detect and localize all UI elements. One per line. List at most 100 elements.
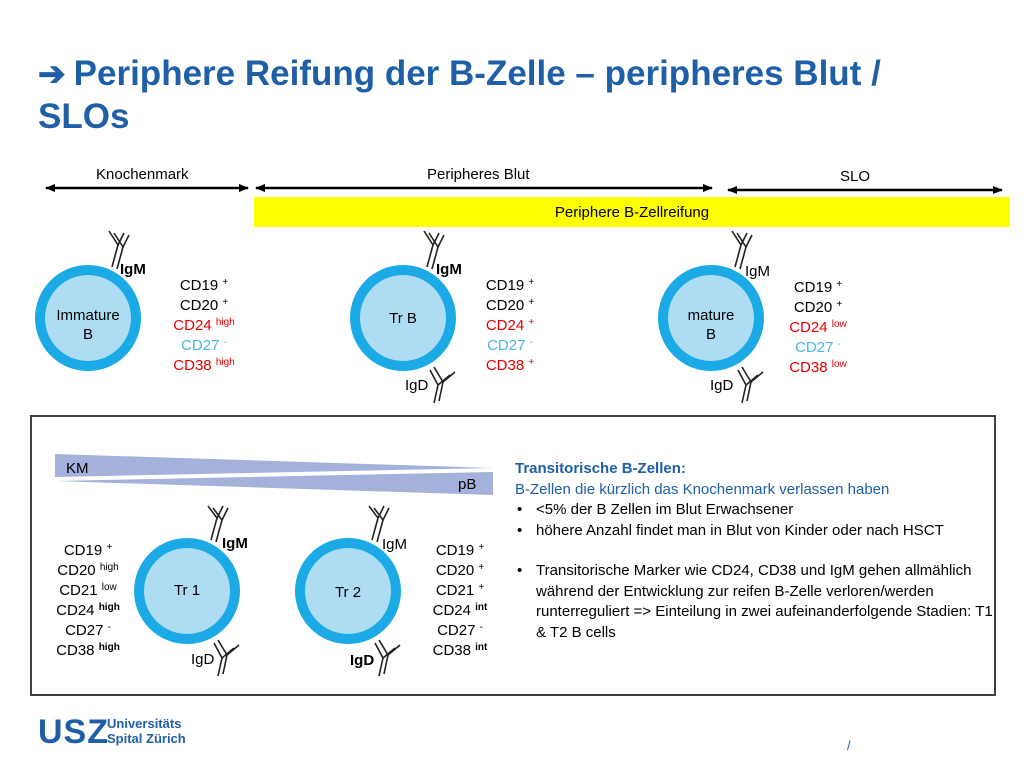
igd-receptor-icon — [213, 639, 240, 677]
notes-heading: Transitorische B-Zellen: — [515, 460, 686, 477]
cell-name-tr-b: Tr B — [389, 310, 417, 327]
list-item: höhere Anzahl findet man in Blut von Kin… — [515, 521, 995, 542]
marker-level: - — [529, 337, 533, 348]
igd-label: IgD — [710, 377, 734, 394]
marker-cd20: CD20 + — [778, 298, 858, 318]
marker-cd27: CD27 - — [164, 336, 244, 356]
marker-level: + — [528, 297, 535, 308]
marker-level: high — [215, 317, 235, 328]
marker-name: CD20 — [179, 297, 219, 314]
logo-usz: USZ — [38, 713, 109, 751]
marker-cd19: CD19 + — [418, 541, 502, 561]
marker-level: low — [831, 319, 847, 330]
marker-level: high — [98, 602, 120, 613]
marker-level: + — [478, 562, 485, 573]
marker-level: + — [478, 542, 485, 553]
gradient-km-wedge — [55, 454, 493, 477]
marker-cd21: CD21 low — [46, 581, 130, 601]
transitional-notes: Transitorische B-Zellen: B-Zellen die kü… — [515, 459, 995, 643]
marker-list-tr-1: CD19 + CD20 high CD21 low CD24 high CD27 - CD… — [46, 541, 130, 661]
marker-cd21: CD21 + — [418, 581, 502, 601]
marker-name: CD20 — [57, 562, 96, 579]
gradient-pb-wedge — [55, 472, 493, 495]
marker-name: CD27 — [437, 622, 476, 639]
marker-name: CD38 — [485, 357, 525, 374]
maturation-banner: Periphere B-Zellreifung — [254, 197, 1010, 227]
marker-name: CD38 — [56, 642, 95, 659]
top-cells-graphic — [35, 230, 764, 404]
marker-name: CD27 — [795, 339, 834, 356]
cell-name-tr-1: Tr 1 — [173, 582, 201, 599]
igd-receptor-icon — [374, 639, 401, 677]
igm-label: IgM — [745, 263, 771, 280]
marker-level: + — [222, 277, 229, 288]
marker-name: CD19 — [63, 542, 103, 559]
marker-name: CD24 — [485, 317, 525, 334]
marker-name: CD38 — [789, 359, 828, 376]
cell-tr-b — [350, 230, 456, 404]
marker-name: CD20 — [485, 297, 525, 314]
list-item: <5% der B Zellen im Blut Erwachsener — [515, 500, 995, 521]
marker-level: + — [106, 542, 113, 553]
igd-label: IgD — [350, 652, 375, 669]
igm-label: IgM — [222, 535, 248, 552]
igd-receptor-icon — [429, 366, 456, 404]
marker-cd24: CD24 high — [46, 601, 130, 621]
gradient-label-pb: pB — [458, 476, 477, 493]
gradient-wedges — [55, 454, 493, 495]
marker-cd20: CD20 + — [164, 296, 244, 316]
igd-label: IgD — [405, 377, 429, 394]
marker-cd27: CD27 - — [470, 336, 550, 356]
list-item: Transitorische Marker wie CD24, CD38 und… — [515, 561, 995, 643]
marker-level: - — [107, 622, 111, 633]
marker-cd38: CD38 int — [418, 641, 502, 661]
marker-cd19: CD19 + — [164, 276, 244, 296]
marker-cd38: CD38 high — [164, 356, 244, 376]
marker-name: CD24 — [56, 602, 95, 619]
marker-name: CD19 — [435, 542, 475, 559]
igm-receptor-icon — [368, 505, 390, 543]
igm-label: IgM — [436, 261, 462, 278]
marker-name: CD24 — [789, 319, 828, 336]
cell-immature-b — [35, 230, 141, 371]
cell-name-immature-b: Immature B — [56, 307, 120, 343]
marker-level: low — [831, 359, 847, 370]
marker-cd24: CD24 low — [778, 318, 858, 338]
marker-cd20: CD20 + — [470, 296, 550, 316]
marker-list-immature-b: CD19 + CD20 + CD24 high CD27 - CD38 high — [164, 276, 244, 376]
marker-cd24: CD24 int — [418, 601, 502, 621]
marker-list-tr-2: CD19 + CD20 + CD21 + CD24 int CD27 - CD38 int — [418, 541, 502, 661]
logo-text: Universitäts Spital Zürich — [107, 716, 186, 746]
marker-cd38: CD38 + — [470, 356, 550, 376]
marker-name: CD19 — [179, 277, 219, 294]
gradient-label-km: KM — [66, 460, 89, 477]
marker-name: CD24 — [173, 317, 212, 334]
marker-name: CD38 — [173, 357, 212, 374]
marker-name: CD19 — [793, 279, 833, 296]
marker-level: - — [223, 337, 227, 348]
igm-receptor-icon — [108, 230, 130, 270]
marker-level: int — [475, 602, 488, 613]
marker-level: - — [837, 339, 841, 350]
page-title: ➔ Periphere Reifung der B-Zelle – periphe… — [38, 54, 881, 136]
cell-tr-1 — [134, 505, 240, 677]
marker-name: CD20 — [793, 299, 833, 316]
page-mark: / — [847, 738, 851, 753]
marker-name: CD27 — [487, 337, 526, 354]
marker-level: + — [836, 299, 843, 310]
igm-label: IgM — [120, 261, 146, 278]
marker-level: high — [98, 642, 120, 653]
marker-level: + — [528, 357, 535, 368]
transitional-info-box — [30, 415, 996, 696]
marker-name: CD38 — [432, 642, 471, 659]
marker-level: + — [478, 582, 485, 593]
marker-level: high — [215, 357, 235, 368]
marker-name: CD27 — [65, 622, 104, 639]
bottom-cells-graphic — [134, 505, 401, 677]
marker-level: + — [222, 297, 229, 308]
marker-cd27: CD27 - — [778, 338, 858, 358]
marker-level: high — [99, 562, 119, 573]
marker-cd20: CD20 high — [46, 561, 130, 581]
marker-cd20: CD20 + — [418, 561, 502, 581]
region-label-bone-marrow: Knochenmark — [96, 166, 189, 183]
